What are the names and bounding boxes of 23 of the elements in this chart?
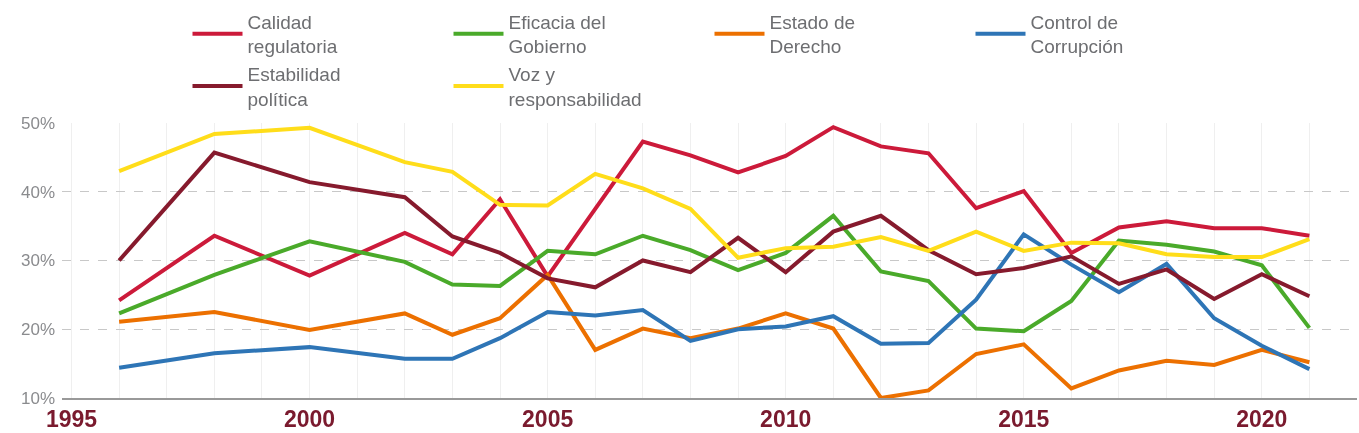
y-tick-label: 50% [20, 113, 55, 133]
y-tick-label: 30% [20, 251, 55, 271]
y-tick-label: 20% [20, 320, 55, 340]
line-series [117, 150, 1312, 301]
line-series [117, 232, 1312, 372]
y-tick-label: 10% [20, 388, 55, 408]
legend-label: Estado de Derecho [769, 11, 856, 58]
legend-label: Voz y responsabilidad [508, 64, 642, 110]
legend-label: Eficacia del Gobierno [508, 11, 606, 58]
x-tick-label: 2000 [283, 406, 336, 433]
line-series [117, 125, 1312, 260]
x-tick-label: 2015 [998, 406, 1050, 433]
legend-label: Calidad regulatoria [247, 11, 338, 58]
x-tick-label: 2005 [522, 406, 574, 433]
legend-label: Estabilidad política [247, 64, 341, 110]
line-series [117, 125, 1312, 303]
x-tick-label: 2010 [760, 406, 812, 433]
x-tick-label: 1995 [45, 406, 98, 433]
y-tick-label: 40% [20, 182, 55, 202]
line-series [117, 213, 1312, 334]
x-tick-label: 2020 [1236, 406, 1288, 433]
line-series [117, 272, 1312, 398]
legend-label: Control de Corrupción [1030, 11, 1124, 58]
